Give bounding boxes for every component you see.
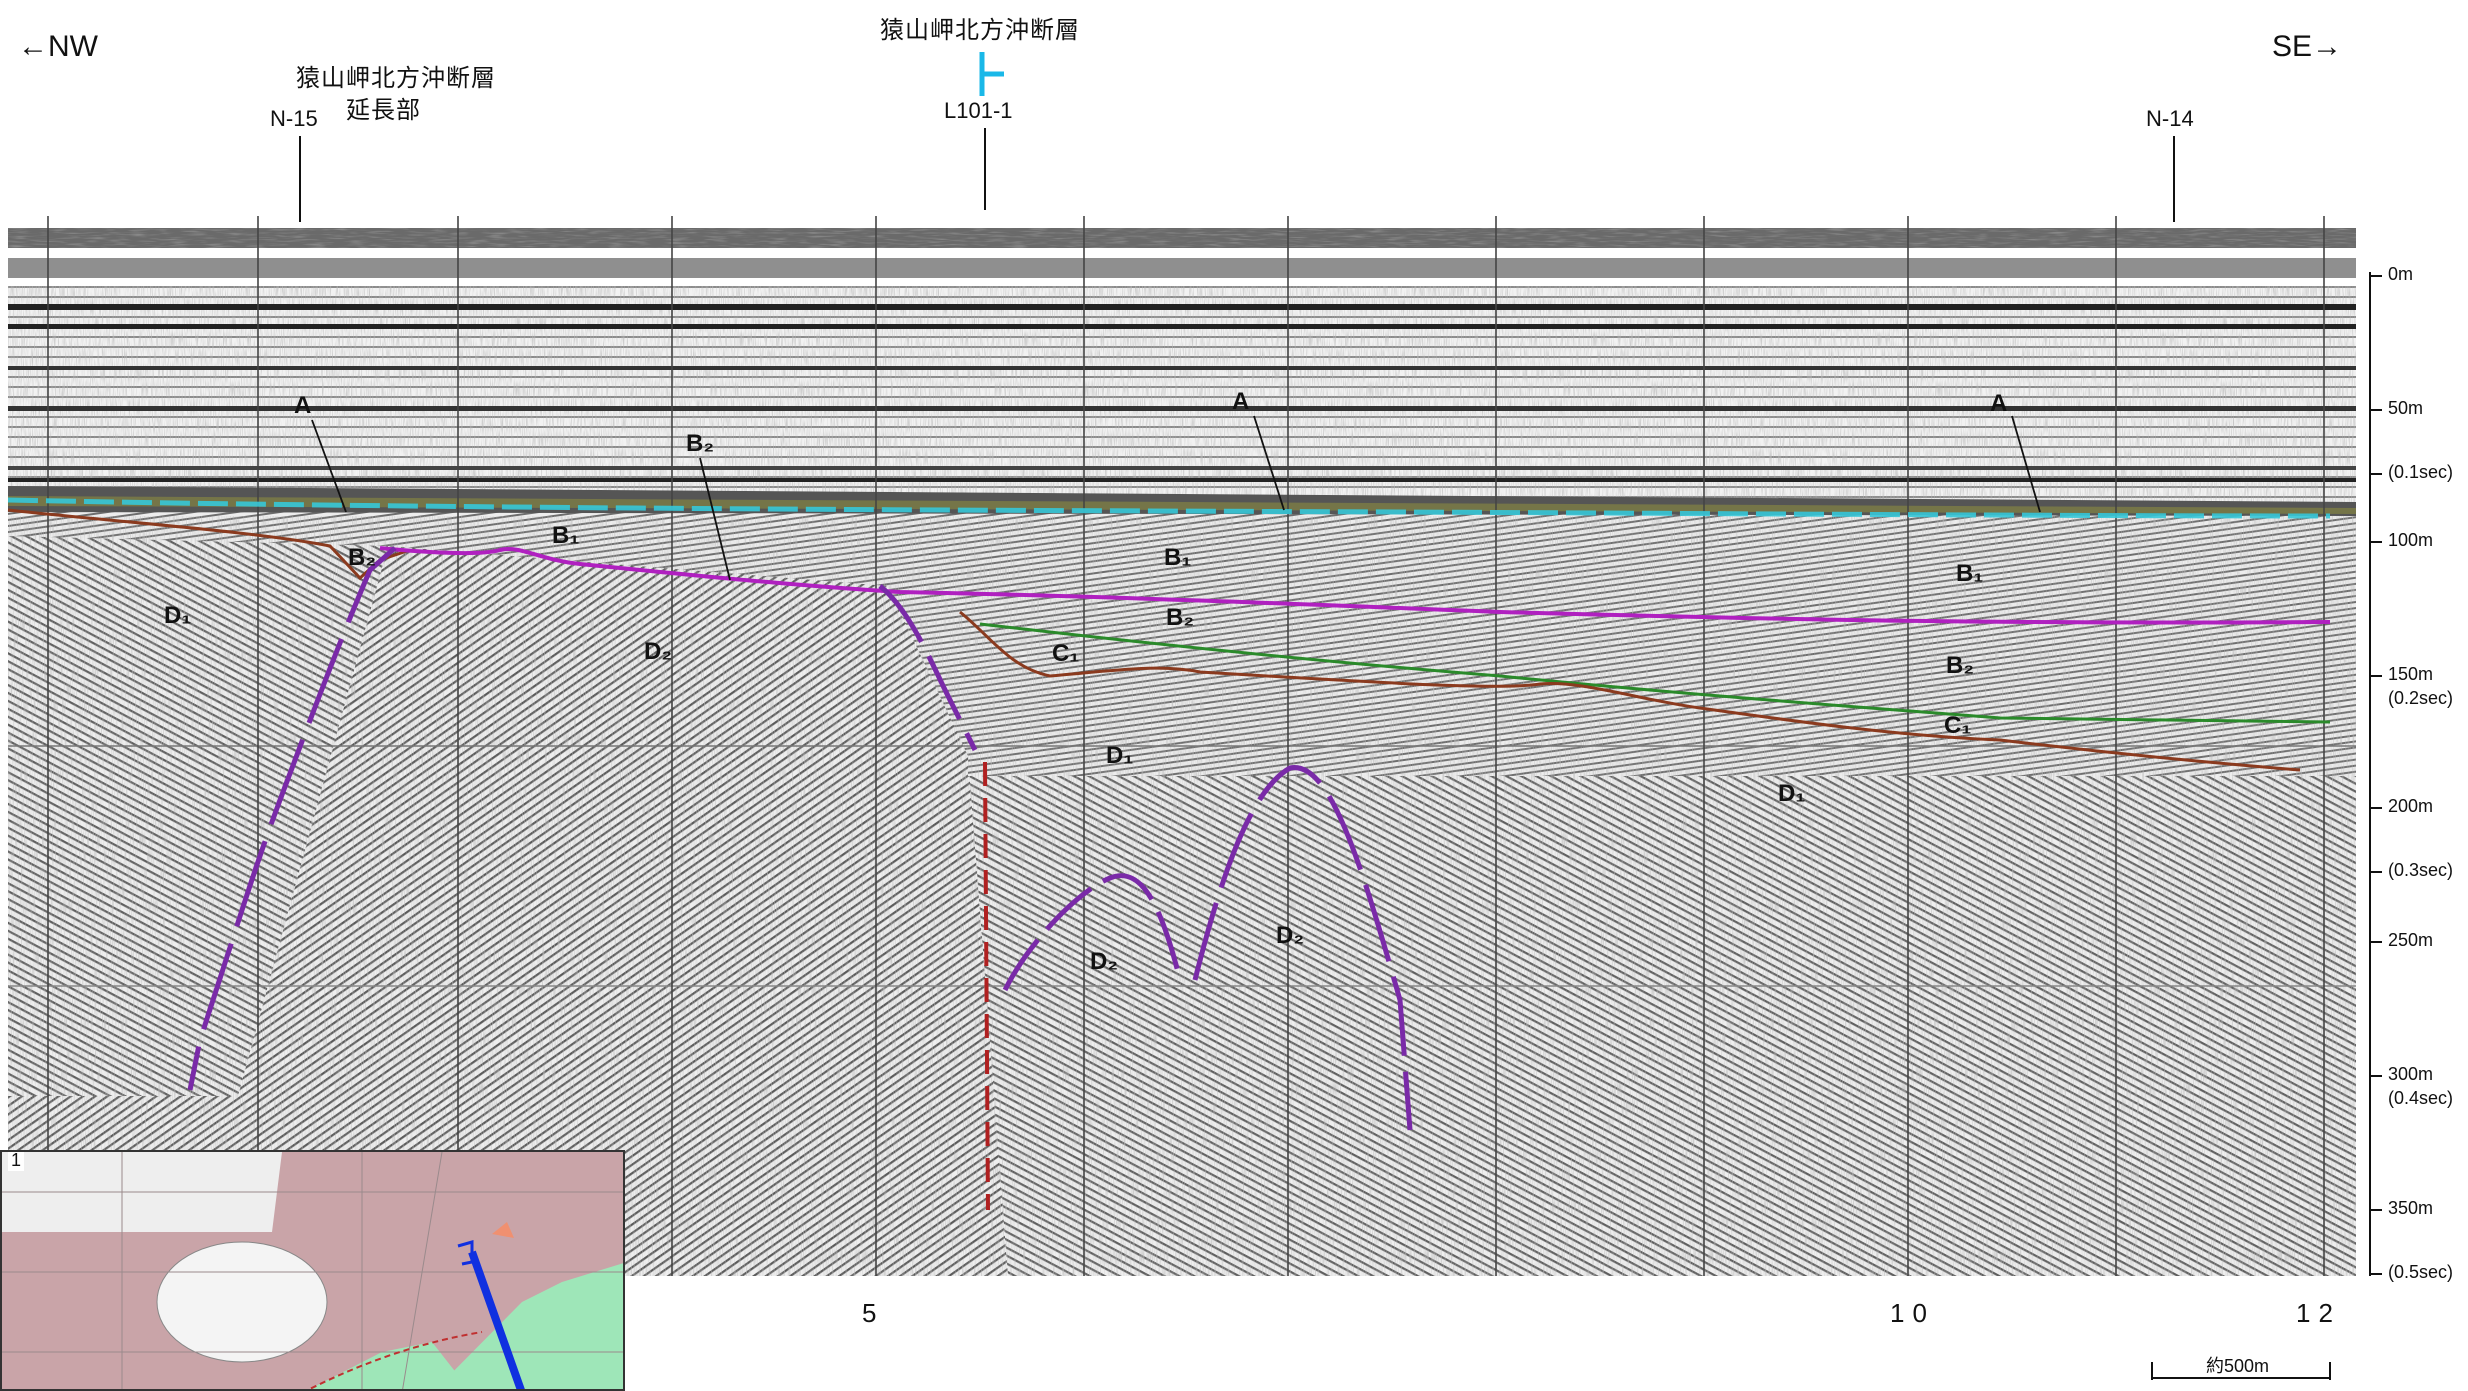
depth-tick-label: (0.2sec) — [2388, 688, 2454, 708]
location-inset-map: 1 — [0, 1150, 625, 1391]
unit-b2-label: B₂ — [1946, 652, 1974, 679]
unit-d1-label: D₁ — [1778, 780, 1806, 807]
scale-bar-label: 約500m — [2206, 1356, 2270, 1376]
depth-tick-label: 50m — [2388, 398, 2424, 418]
depth-tick-label: (0.5sec) — [2388, 1262, 2454, 1282]
unit-d2-label: D₂ — [1090, 948, 1118, 975]
unit-b1-label: B₁ — [1164, 544, 1192, 571]
depth-axis-line — [2369, 272, 2382, 1276]
crossing-line-n14: N-14 — [2146, 106, 2194, 131]
shotpoint-label: 10 — [1890, 1298, 1935, 1328]
depth-tick-label: 0m — [2388, 264, 2414, 284]
shotpoint-label: 5 — [862, 1298, 885, 1328]
unit-a-label: A — [294, 392, 312, 419]
fault-extension-line2: 延長部 — [346, 97, 421, 124]
depth-tick-label: 200m — [2388, 796, 2434, 816]
shotpoint-label: 12 — [2296, 1298, 2341, 1328]
unit-d2-label: D₂ — [1276, 922, 1304, 949]
fault-title-top: 猿山岬北方沖断層 — [880, 17, 1080, 44]
unit-d2-label: D₂ — [644, 638, 672, 665]
depth-tick-label: 250m — [2388, 930, 2434, 950]
unit-b2-label: B₂ — [686, 430, 714, 457]
depth-tick-label: 100m — [2388, 530, 2434, 550]
fault-marker — [979, 52, 1004, 96]
unit-a-label: A — [1990, 390, 2008, 417]
depth-tick-label: 150m — [2388, 664, 2434, 684]
unit-d1-label: D₁ — [1106, 742, 1134, 769]
unit-a-label: A — [1232, 388, 1250, 415]
nw-direction-label: ←NW — [18, 30, 98, 63]
fault-extension-line1: 猿山岬北方沖断層 — [296, 65, 496, 92]
unit-d1-label: D₁ — [164, 602, 192, 629]
unit-b2-label: B₂ — [1166, 604, 1194, 631]
unit-c1-label: C₁ — [1944, 712, 1972, 739]
unit-c1-label: C₁ — [1052, 640, 1080, 667]
unit-b2-label: B₂ — [348, 544, 376, 571]
depth-tick-label: (0.1sec) — [2388, 462, 2454, 482]
inset-number: 1 — [8, 1152, 25, 1171]
depth-tick-label: 300m — [2388, 1064, 2434, 1084]
crossing-line-l101: L101-1 — [944, 98, 1013, 123]
depth-tick-label: (0.3sec) — [2388, 860, 2454, 880]
depth-tick-label: 350m — [2388, 1198, 2434, 1218]
se-direction-label: SE→ — [2272, 30, 2343, 63]
unit-b1-label: B₁ — [1956, 560, 1984, 587]
unit-b1-label: B₁ — [552, 522, 580, 549]
depth-tick-label: (0.4sec) — [2388, 1088, 2454, 1108]
inset-map-svg — [2, 1152, 623, 1389]
crossing-line-n15: N-15 — [270, 106, 318, 131]
seismic-section — [8, 216, 2356, 1276]
